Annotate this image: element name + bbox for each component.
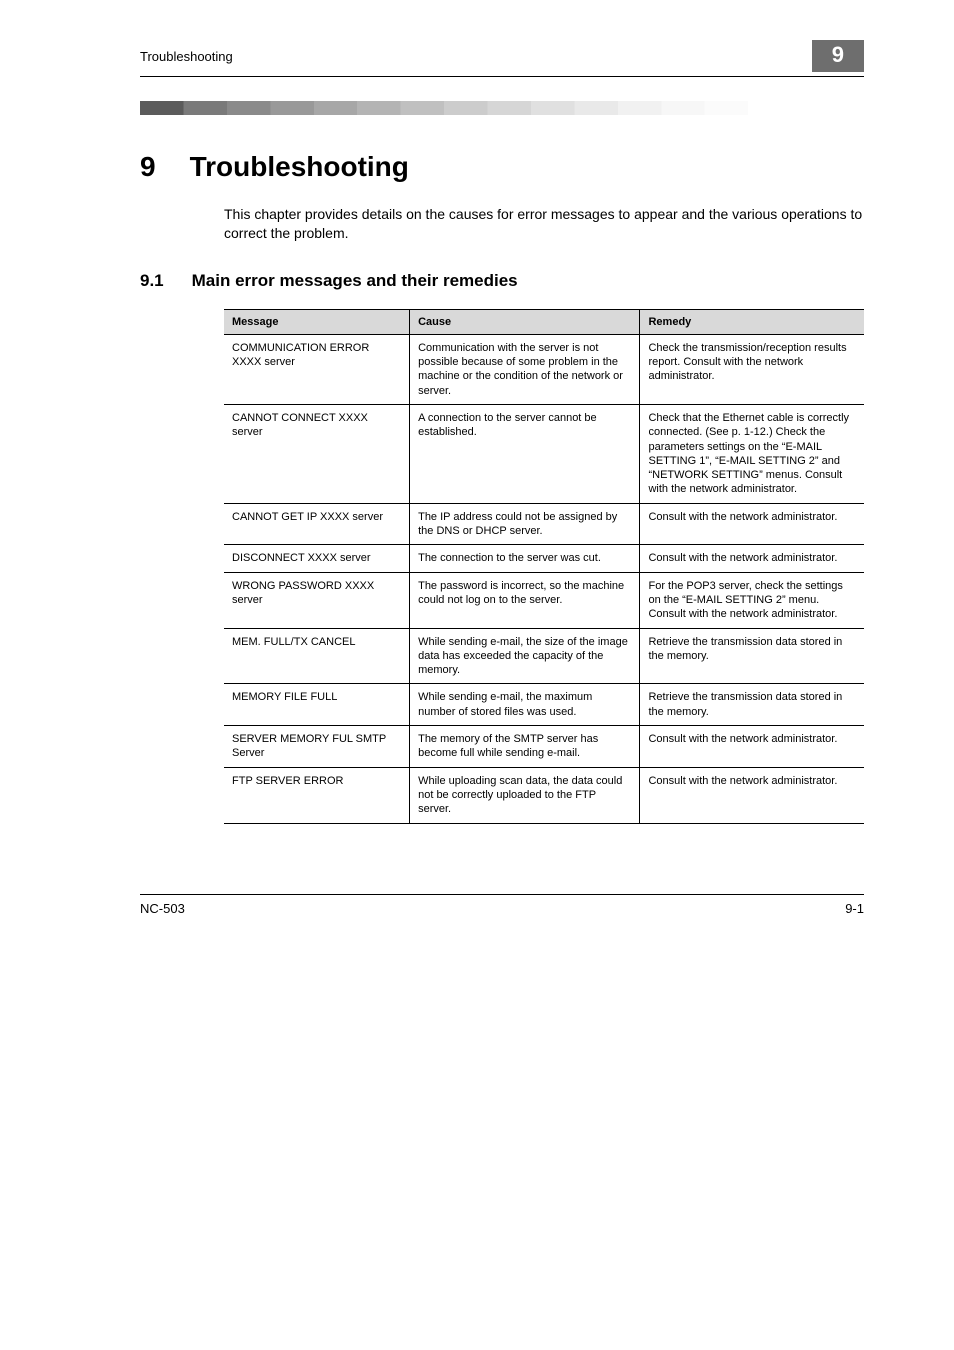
chapter-number: 9 xyxy=(140,151,156,183)
cell-remedy: Consult with the network administrator. xyxy=(640,726,864,768)
table-row: MEM. FULL/TX CANCELWhile sending e-mail,… xyxy=(224,628,864,684)
cell-message: WRONG PASSWORD XXXX server xyxy=(224,572,410,628)
cell-cause: Communication with the server is not pos… xyxy=(410,334,640,404)
error-messages-table: Message Cause Remedy COMMUNICATION ERROR… xyxy=(224,309,864,824)
footer-left: NC-503 xyxy=(140,901,185,916)
footer-right: 9-1 xyxy=(845,901,864,916)
cell-message: CANNOT GET IP XXXX server xyxy=(224,503,410,545)
cell-cause: The password is incorrect, so the machin… xyxy=(410,572,640,628)
cell-remedy: Retrieve the transmission data stored in… xyxy=(640,628,864,684)
table-row: CANNOT CONNECT XXXX serverA connection t… xyxy=(224,404,864,503)
section-number: 9.1 xyxy=(140,271,164,291)
chapter-word: Troubleshooting xyxy=(190,151,409,183)
cell-cause: The connection to the server was cut. xyxy=(410,545,640,572)
cell-cause: While sending e-mail, the maximum number… xyxy=(410,684,640,726)
cell-cause: A connection to the server cannot be est… xyxy=(410,404,640,503)
table-header-message: Message xyxy=(224,309,410,334)
chapter-badge: 9 xyxy=(812,40,864,72)
table-row: COMMUNICATION ERROR XXXX serverCommunica… xyxy=(224,334,864,404)
cell-cause: While uploading scan data, the data coul… xyxy=(410,767,640,823)
cell-message: CANNOT CONNECT XXXX server xyxy=(224,404,410,503)
cell-cause: While sending e-mail, the size of the im… xyxy=(410,628,640,684)
cell-remedy: Consult with the network administrator. xyxy=(640,503,864,545)
table-row: WRONG PASSWORD XXXX serverThe password i… xyxy=(224,572,864,628)
table-header-cause: Cause xyxy=(410,309,640,334)
cell-remedy: Check that the Ethernet cable is correct… xyxy=(640,404,864,503)
running-head: Troubleshooting xyxy=(140,49,233,64)
cell-message: MEMORY FILE FULL xyxy=(224,684,410,726)
cell-remedy: Consult with the network administrator. xyxy=(640,545,864,572)
chapter-intro: This chapter provides details on the cau… xyxy=(224,205,864,243)
section-title: 9.1 Main error messages and their remedi… xyxy=(140,271,864,291)
cell-remedy: Consult with the network administrator. xyxy=(640,767,864,823)
table-row: MEMORY FILE FULLWhile sending e-mail, th… xyxy=(224,684,864,726)
section-heading: Main error messages and their remedies xyxy=(192,271,518,291)
table-row: FTP SERVER ERRORWhile uploading scan dat… xyxy=(224,767,864,823)
table-header-remedy: Remedy xyxy=(640,309,864,334)
cell-message: COMMUNICATION ERROR XXXX server xyxy=(224,334,410,404)
page-footer: NC-503 9-1 xyxy=(140,894,864,916)
table-row: CANNOT GET IP XXXX serverThe IP address … xyxy=(224,503,864,545)
table-row: SERVER MEMORY FUL SMTP ServerThe memory … xyxy=(224,726,864,768)
cell-message: MEM. FULL/TX CANCEL xyxy=(224,628,410,684)
cell-cause: The memory of the SMTP server has become… xyxy=(410,726,640,768)
cell-remedy: Retrieve the transmission data stored in… xyxy=(640,684,864,726)
page-header: Troubleshooting 9 xyxy=(140,40,864,77)
cell-message: SERVER MEMORY FUL SMTP Server xyxy=(224,726,410,768)
cell-message: FTP SERVER ERROR xyxy=(224,767,410,823)
table-row: DISCONNECT XXXX serverThe connection to … xyxy=(224,545,864,572)
cell-message: DISCONNECT XXXX server xyxy=(224,545,410,572)
cell-remedy: Check the transmission/reception results… xyxy=(640,334,864,404)
decorative-gradient-bar xyxy=(140,101,864,115)
cell-cause: The IP address could not be assigned by … xyxy=(410,503,640,545)
chapter-title: 9 Troubleshooting xyxy=(140,151,864,183)
cell-remedy: For the POP3 server, check the settings … xyxy=(640,572,864,628)
